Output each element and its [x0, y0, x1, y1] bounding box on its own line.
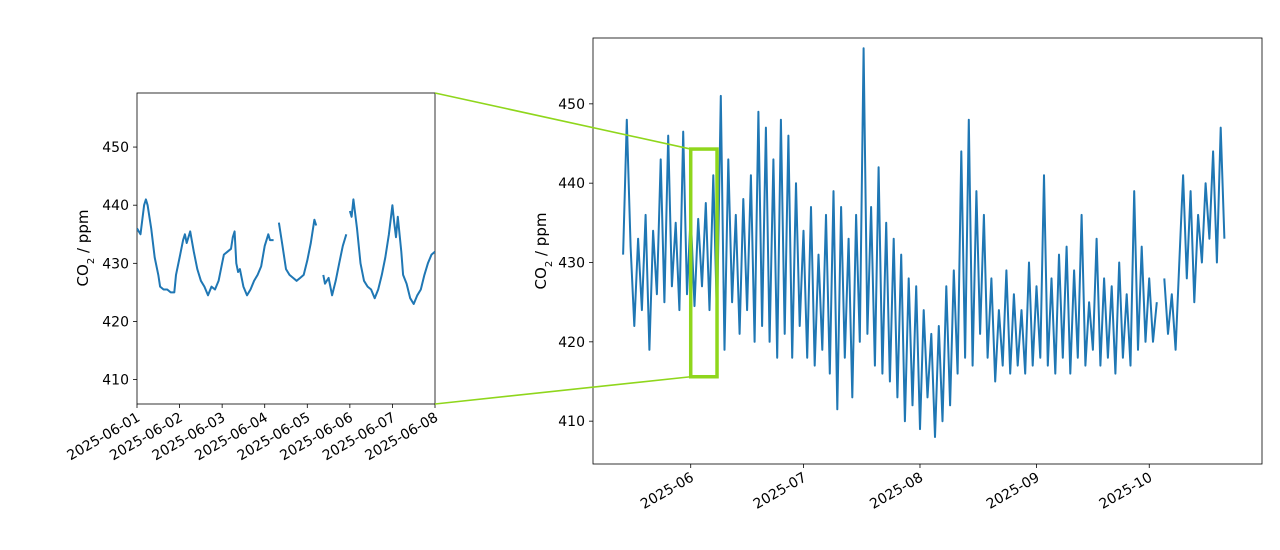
- inset-series-line: [137, 198, 435, 305]
- main-plot: CO2 / ppm 410 420 430 440 450 2025-06 2025-07 2…: [532, 37, 1263, 513]
- inset-axes-frame: [136, 92, 436, 405]
- main-xtick-label: 2025-09: [984, 470, 1043, 513]
- inset-ytick-label: 450: [102, 140, 129, 156]
- main-ytick-label: 430: [558, 256, 585, 272]
- inset-ylabel-post: / ppm: [74, 210, 92, 258]
- main-xtick-label: 2025-07: [751, 470, 810, 513]
- inset-ytick-label: 440: [102, 198, 129, 214]
- inset-plot: CO2 / ppm 4104204304404502025-06-012025-…: [65, 92, 441, 464]
- main-axes-frame: [592, 37, 1263, 465]
- inset-ylabel-sub: 2: [86, 258, 97, 264]
- zoom-highlight-box: [688, 147, 719, 379]
- zoom-connectors: [434, 92, 719, 405]
- main-ytick-label: 450: [558, 97, 585, 113]
- main-ylabel-sub: 2: [544, 261, 555, 267]
- inset-ylabel-pre: CO: [74, 264, 92, 286]
- inset-ylabel: CO2 / ppm: [74, 210, 97, 287]
- main-ytick-label: 420: [558, 335, 585, 351]
- main-ylabel-pre: CO: [532, 267, 550, 289]
- main-ytick-label: 410: [558, 414, 585, 430]
- inset-ytick-label: 410: [102, 373, 129, 389]
- main-xtick-label: 2025-08: [867, 470, 926, 513]
- main-xtick-label: 2025-06: [638, 470, 697, 513]
- inset-ytick-label: 430: [102, 256, 129, 272]
- main-ylabel-post: / ppm: [532, 213, 550, 261]
- zoom-connector-top: [434, 92, 691, 150]
- main-series-line: [622, 47, 1226, 438]
- main-ytick-label: 440: [558, 176, 585, 192]
- main-ylabel: CO2 / ppm: [532, 213, 555, 290]
- zoom-connector-bottom: [434, 375, 691, 405]
- main-xtick-label: 2025-10: [1097, 470, 1156, 513]
- inset-ytick-label: 420: [102, 314, 129, 330]
